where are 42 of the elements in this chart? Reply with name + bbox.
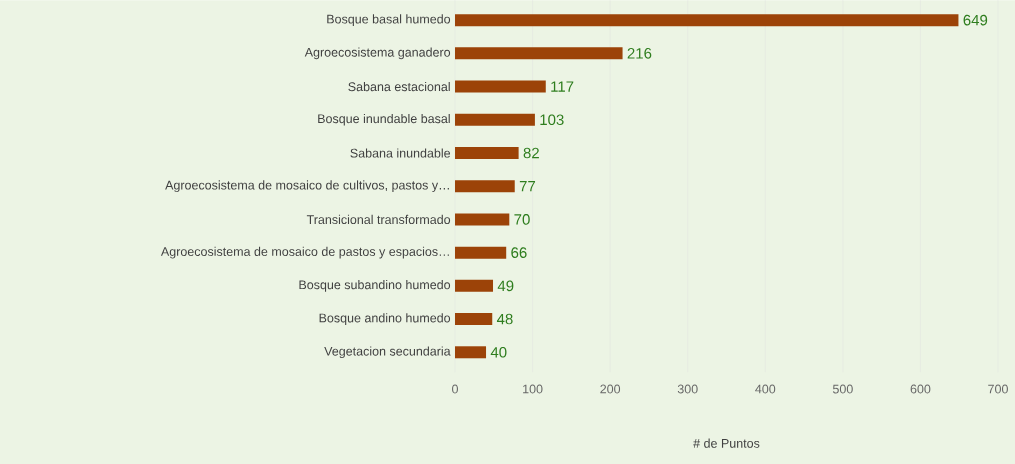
x-tick-label: 600 — [910, 384, 931, 394]
data-label: 103 — [540, 114, 564, 125]
y-tick-label: Sabana estacional — [348, 81, 450, 92]
x-tick-label: 400 — [755, 384, 776, 394]
bar — [455, 346, 487, 359]
bar — [455, 14, 959, 27]
x-axis-title: # de Puntos — [693, 438, 760, 448]
data-label: 82 — [523, 147, 539, 159]
y-tick-label: Bosque subandino humedo — [299, 279, 451, 292]
y-tick-label: Agroecosistema de mosaico de pastos y espacios… — [160, 246, 449, 259]
data-label: 70 — [514, 214, 530, 225]
data-label: 77 — [519, 180, 536, 192]
bar — [455, 246, 507, 259]
y-tick-label: Bosque inundable basal — [318, 113, 450, 126]
x-tick-label: 100 — [523, 384, 543, 394]
data-label: 117 — [551, 81, 574, 92]
data-label: 649 — [963, 14, 988, 26]
y-tick-label: Agroecosistema de mosaico de cultivos, pastos y… — [165, 180, 449, 192]
y-tick-label: Vegetacion secundaria — [324, 346, 451, 359]
x-tick-label: 0 — [452, 384, 458, 394]
bar — [455, 279, 494, 292]
bar — [455, 146, 519, 159]
data-label: 216 — [627, 47, 652, 59]
y-tick-label: Bosque basal humedo — [327, 14, 451, 26]
data-label: 66 — [511, 247, 527, 258]
y-tick-label: Transicional transformado — [306, 214, 451, 224]
bar — [455, 180, 515, 193]
bar — [455, 113, 535, 126]
data-label: 49 — [497, 280, 514, 292]
x-tick-label: 500 — [832, 384, 853, 394]
y-tick-label: Agroecosistema ganadero — [304, 47, 451, 60]
y-tick-label: Bosque andino humedo — [319, 313, 451, 325]
x-tick-label: 200 — [600, 384, 621, 394]
x-tick-label: 300 — [677, 384, 698, 394]
bar — [455, 312, 493, 325]
data-label: 40 — [490, 346, 507, 358]
x-tick-label: 700 — [988, 384, 1008, 394]
data-label: 48 — [496, 313, 513, 325]
bar — [455, 80, 546, 93]
y-tick-label: Sabana inundable — [350, 148, 451, 158]
bar — [455, 47, 623, 60]
bar — [455, 213, 510, 226]
